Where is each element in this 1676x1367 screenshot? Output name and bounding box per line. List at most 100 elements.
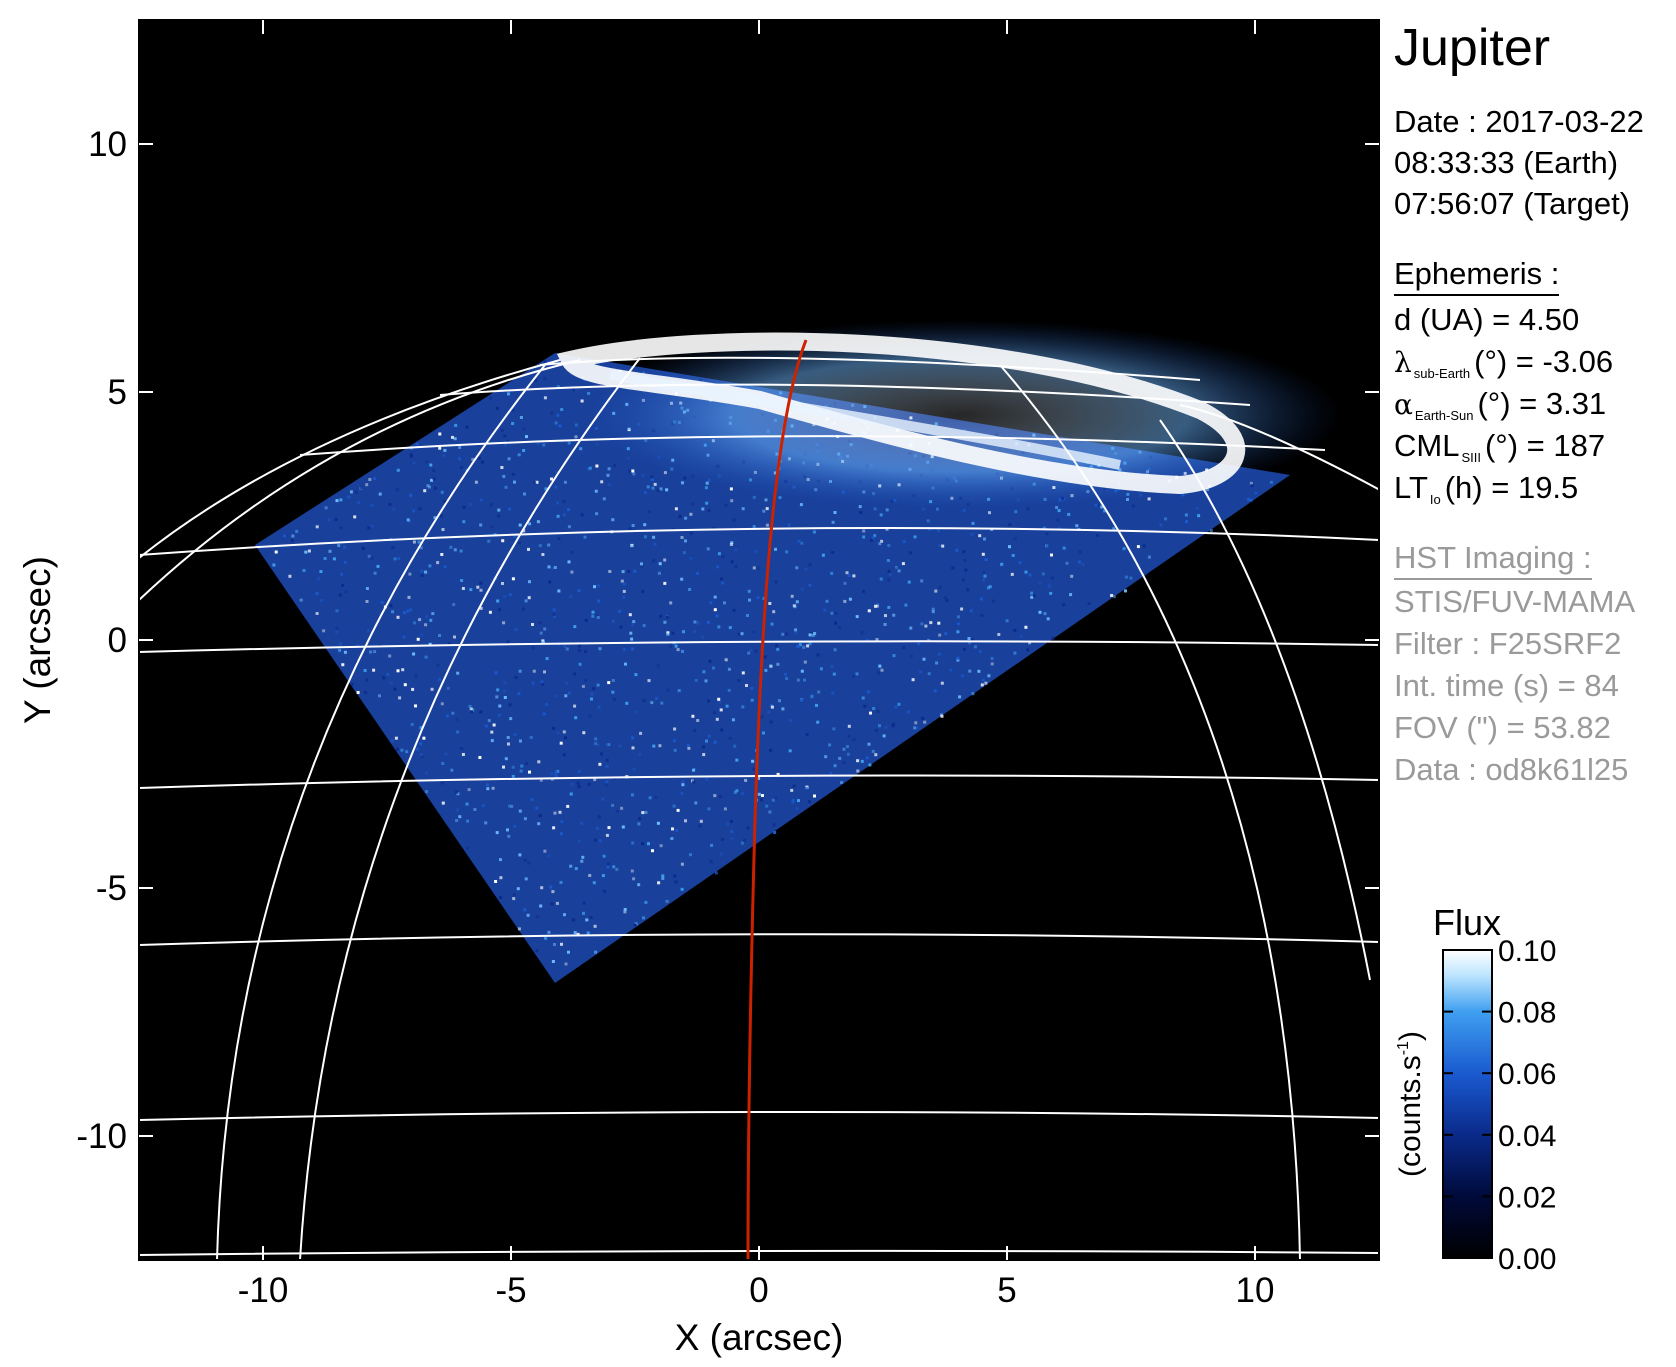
- speckle: [424, 655, 428, 659]
- speckle: [680, 887, 684, 891]
- speckle: [971, 692, 975, 696]
- speckle: [411, 687, 415, 691]
- speckle: [795, 566, 799, 570]
- speckle: [1184, 513, 1188, 517]
- speckle: [1062, 603, 1066, 607]
- speckle: [593, 924, 597, 928]
- speckle: [469, 503, 473, 506]
- speckle: [402, 611, 406, 615]
- speckle: [523, 817, 527, 821]
- speckle: [403, 683, 407, 687]
- speckle: [715, 717, 719, 721]
- speckle: [665, 615, 669, 619]
- speckle: [420, 574, 424, 577]
- speckle: [544, 936, 548, 940]
- speckle: [410, 722, 414, 726]
- speckle: [580, 859, 584, 863]
- speckle: [931, 607, 935, 611]
- speckle: [370, 524, 374, 528]
- speckle: [343, 545, 347, 549]
- lat-subscript: sub-Earth: [1413, 366, 1471, 381]
- speckle: [613, 464, 616, 468]
- speckle: [612, 865, 616, 869]
- speckle: [765, 804, 769, 808]
- speckle: [450, 768, 454, 772]
- speckle: [396, 468, 400, 472]
- speckle: [466, 846, 469, 850]
- speckle: [602, 497, 606, 501]
- speckle: [633, 710, 637, 714]
- speckle: [808, 563, 812, 567]
- speckle: [1005, 619, 1009, 623]
- speckle: [393, 557, 397, 561]
- speckle: [705, 501, 709, 505]
- speckle: [719, 852, 723, 856]
- speckle: [828, 743, 832, 747]
- speckle: [983, 537, 986, 541]
- speckle: [978, 650, 982, 654]
- speckle: [446, 686, 450, 690]
- speckle: [455, 790, 459, 794]
- speckle: [681, 783, 685, 787]
- speckle: [927, 672, 931, 676]
- speckle: [600, 752, 604, 756]
- speckle: [756, 566, 760, 570]
- speckle: [543, 627, 547, 631]
- speckle: [405, 750, 409, 754]
- speckle: [997, 633, 1001, 636]
- speckle: [315, 612, 319, 615]
- speckle: [598, 762, 602, 766]
- speckle: [1055, 506, 1059, 509]
- speckle: [365, 600, 369, 603]
- speckle: [1247, 497, 1251, 501]
- speckle: [803, 660, 807, 664]
- speckle: [413, 621, 417, 625]
- speckle: [769, 664, 773, 668]
- speckle: [586, 931, 590, 935]
- speckle: [960, 674, 964, 678]
- speckle: [528, 770, 531, 774]
- speckle: [594, 489, 598, 493]
- speckle: [871, 536, 875, 540]
- speckle: [684, 516, 688, 520]
- speckle: [552, 613, 556, 616]
- speckle: [502, 765, 505, 769]
- speckle: [804, 568, 808, 571]
- speckle: [970, 532, 974, 536]
- speckle: [1026, 648, 1030, 652]
- speckle: [537, 822, 541, 826]
- speckle: [622, 595, 626, 599]
- speckle: [671, 631, 675, 635]
- speckle: [506, 439, 509, 443]
- cml-subscript: SIII: [1461, 450, 1481, 465]
- speckle: [513, 535, 517, 539]
- speckle: [641, 811, 645, 815]
- speckle: [833, 764, 837, 768]
- speckle: [867, 742, 871, 746]
- speckle: [630, 637, 634, 641]
- speckle: [500, 429, 504, 432]
- speckle: [802, 645, 806, 649]
- speckle: [659, 614, 663, 618]
- speckle: [707, 620, 710, 624]
- speckle: [432, 477, 436, 481]
- filter-line: Filter : F25SRF2: [1394, 626, 1622, 661]
- speckle: [869, 711, 872, 715]
- speckle: [847, 574, 851, 577]
- speckle: [541, 553, 545, 556]
- speckle: [652, 744, 656, 748]
- speckle: [582, 901, 586, 905]
- speckle: [769, 664, 773, 668]
- speckle: [465, 425, 469, 429]
- speckle: [646, 485, 650, 489]
- speckle: [805, 733, 809, 737]
- speckle: [790, 594, 794, 598]
- speckle: [365, 483, 369, 487]
- speckle: [879, 513, 883, 517]
- ephemeris-header-text: Ephemeris :: [1394, 256, 1560, 296]
- speckle: [606, 473, 610, 477]
- speckle: [553, 566, 557, 569]
- speckle: [1077, 560, 1081, 564]
- speckle: [862, 535, 866, 539]
